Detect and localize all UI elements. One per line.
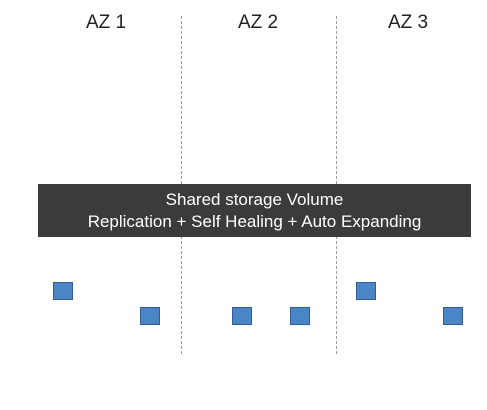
storage-node-az3-b xyxy=(443,307,463,325)
storage-node-az2-b xyxy=(290,307,310,325)
storage-node-az2-a xyxy=(232,307,252,325)
shared-storage-volume: Shared storage Volume Replication + Self… xyxy=(38,184,471,237)
az-2-label: AZ 2 xyxy=(237,12,279,33)
az-3-label: AZ 3 xyxy=(387,12,429,33)
storage-node-az1-a xyxy=(53,282,73,300)
storage-node-az3-a xyxy=(356,282,376,300)
storage-node-az1-b xyxy=(140,307,160,325)
storage-features: Replication + Self Healing + Auto Expand… xyxy=(87,211,422,231)
storage-title: Shared storage Volume xyxy=(165,189,344,209)
az-1-label: AZ 1 xyxy=(85,12,127,33)
